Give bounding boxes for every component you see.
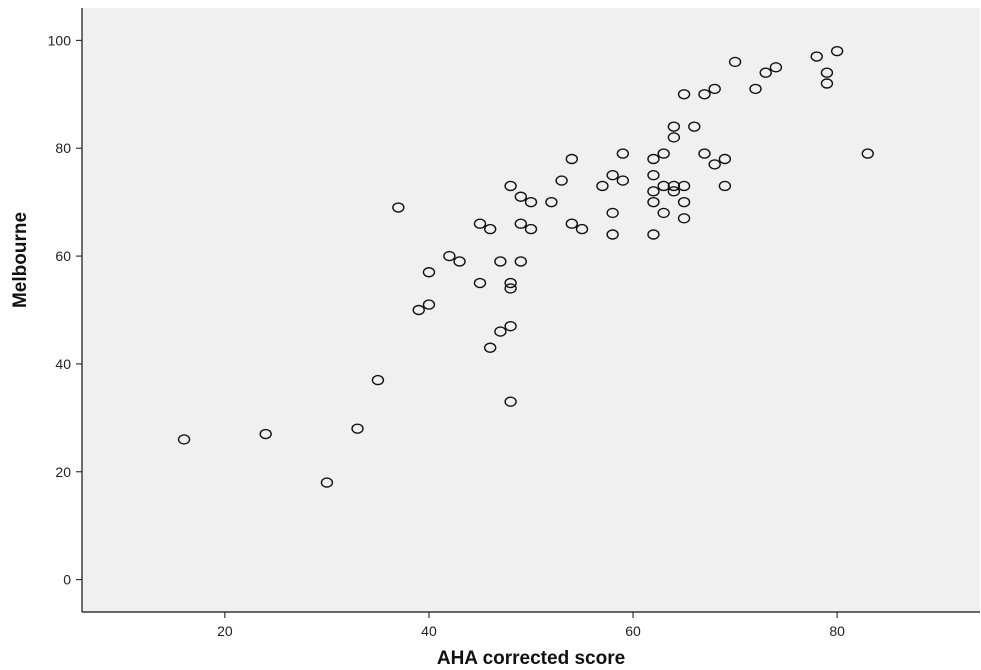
- data-point: [494, 326, 507, 337]
- x-axis-title: AHA corrected score: [437, 648, 625, 669]
- data-point: [657, 148, 670, 159]
- data-point: [698, 148, 711, 159]
- data-point: [504, 277, 517, 289]
- data-point: [688, 121, 701, 132]
- data-point: [606, 169, 619, 181]
- data-point: [830, 45, 844, 57]
- data-point: [575, 223, 589, 235]
- data-point: [647, 196, 660, 208]
- data-point: [494, 256, 507, 267]
- data-point: [555, 175, 568, 186]
- data-point: [861, 148, 874, 159]
- data-point: [473, 218, 487, 229]
- data-point: [606, 229, 619, 240]
- data-point: [483, 223, 497, 235]
- data-point: [718, 180, 732, 192]
- x-tick-label: 40: [421, 623, 437, 639]
- data-point: [504, 396, 517, 407]
- data-point: [259, 428, 272, 440]
- data-point: [606, 207, 619, 219]
- y-tick-label: 40: [55, 356, 71, 372]
- data-point: [422, 267, 436, 278]
- data-point: [667, 132, 681, 143]
- data-point: [320, 477, 334, 488]
- data-point: [545, 196, 558, 208]
- data-point: [657, 207, 670, 219]
- data-point: [667, 186, 681, 197]
- data-point: [718, 153, 732, 165]
- data-point: [647, 169, 660, 181]
- data-point: [749, 83, 762, 95]
- data-point: [177, 434, 191, 445]
- data-point: [728, 56, 742, 68]
- data-point: [810, 51, 823, 62]
- data-point: [504, 180, 517, 192]
- data-point: [443, 250, 456, 262]
- data-point: [657, 180, 670, 192]
- data-point: [667, 121, 681, 132]
- data-point: [647, 153, 660, 165]
- data-point: [514, 218, 527, 229]
- data-point: [392, 202, 405, 213]
- y-tick-label: 80: [55, 140, 71, 156]
- data-point: [565, 218, 579, 229]
- data-point: [820, 78, 834, 89]
- data-point: [504, 283, 517, 294]
- data-point: [708, 83, 721, 95]
- data-point: [616, 148, 630, 159]
- data-point: [514, 191, 527, 202]
- data-point: [422, 299, 436, 310]
- y-tick-label: 0: [63, 572, 71, 588]
- y-tick-label: 100: [48, 32, 72, 48]
- data-point: [565, 153, 579, 165]
- data-point: [769, 62, 783, 73]
- data-point: [708, 159, 721, 170]
- y-tick-label: 20: [55, 464, 71, 480]
- data-point: [677, 196, 691, 208]
- data-point: [677, 89, 691, 100]
- data-point: [371, 374, 385, 386]
- data-point: [596, 180, 609, 192]
- data-point: [820, 67, 834, 78]
- data-point: [759, 67, 772, 78]
- data-point: [524, 223, 538, 235]
- data-point: [514, 256, 527, 267]
- data-point: [412, 304, 425, 316]
- data-point: [483, 342, 497, 353]
- data-point: [698, 89, 711, 100]
- data-point: [524, 196, 538, 208]
- data-point: [473, 277, 487, 289]
- y-tick-label: 60: [55, 248, 71, 264]
- data-point: [616, 175, 630, 186]
- y-axis-title: Melbourne: [10, 212, 31, 308]
- data-point: [647, 229, 660, 240]
- data-point: [647, 186, 660, 197]
- data-point: [667, 180, 681, 192]
- data-point: [677, 180, 691, 192]
- data-point: [677, 213, 691, 224]
- x-tick-label: 60: [625, 623, 641, 639]
- data-point: [453, 256, 466, 267]
- data-point: [351, 423, 364, 434]
- data-point: [504, 320, 517, 332]
- x-tick-label: 20: [217, 623, 233, 639]
- data-points: [177, 45, 874, 488]
- plot-area: [82, 8, 980, 612]
- x-tick-label: 80: [829, 623, 845, 639]
